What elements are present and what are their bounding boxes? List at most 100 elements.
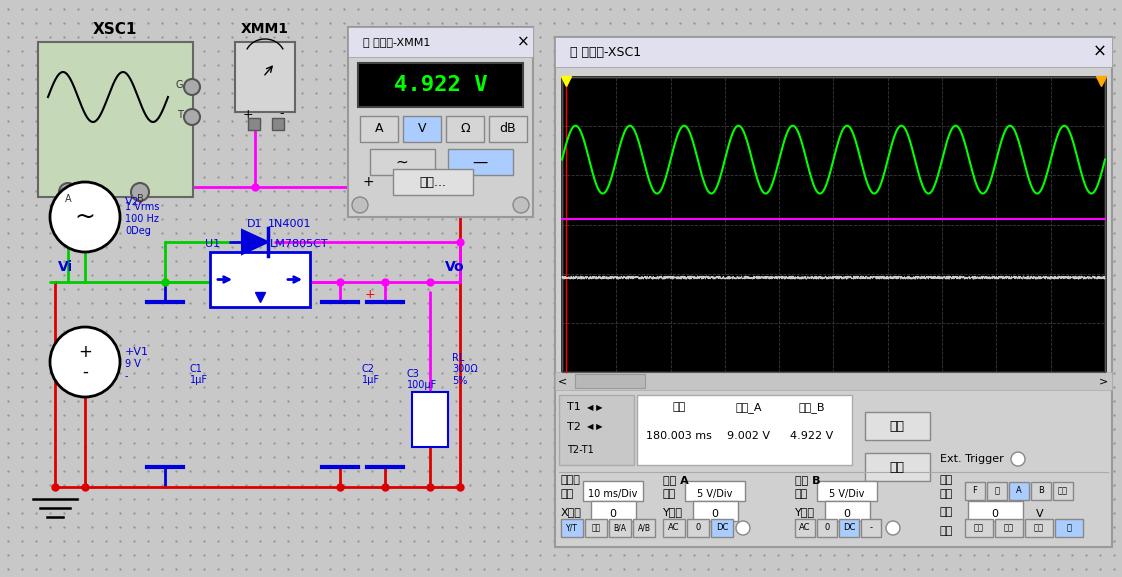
Text: +V1: +V1 — [125, 347, 149, 357]
Text: 5 V/Div: 5 V/Div — [697, 489, 733, 499]
Text: 时间: 时间 — [672, 402, 686, 413]
Circle shape — [736, 521, 749, 535]
Bar — [686, 481, 745, 501]
Text: 正弦: 正弦 — [974, 523, 984, 533]
Bar — [1055, 519, 1083, 537]
Bar — [861, 519, 881, 537]
Text: Vo: Vo — [445, 260, 465, 274]
Bar — [1031, 482, 1051, 500]
Text: 比例: 比例 — [561, 489, 574, 499]
Bar — [865, 412, 930, 440]
Bar — [234, 42, 295, 112]
Text: 10 ms/Div: 10 ms/Div — [588, 489, 637, 499]
Text: LM7805CT: LM7805CT — [270, 239, 329, 249]
Text: 1 Vrms
100 Hz
0Deg: 1 Vrms 100 Hz 0Deg — [125, 203, 159, 235]
Text: 🔧 示波器-XSC1: 🔧 示波器-XSC1 — [570, 46, 641, 58]
Bar — [995, 519, 1023, 537]
Text: -: - — [82, 363, 88, 381]
Text: 保存: 保存 — [890, 460, 904, 474]
Bar — [562, 77, 1105, 372]
Bar — [1054, 482, 1073, 500]
Text: 5 V/Div: 5 V/Div — [829, 489, 865, 499]
Bar — [489, 116, 527, 142]
Text: 通道_B: 通道_B — [799, 402, 826, 413]
Text: 飞: 飞 — [994, 486, 1000, 495]
Text: F: F — [973, 486, 977, 495]
Text: X位置: X位置 — [561, 507, 582, 518]
Text: ×: × — [516, 35, 530, 50]
Text: D1: D1 — [247, 219, 263, 229]
Text: Y位置: Y位置 — [795, 507, 815, 518]
Bar — [393, 169, 473, 195]
Circle shape — [1011, 452, 1026, 466]
Text: +: + — [242, 107, 254, 121]
Text: 0: 0 — [711, 509, 718, 519]
Text: 4.922 V: 4.922 V — [394, 75, 487, 95]
Bar — [574, 374, 645, 388]
Bar — [210, 252, 310, 307]
Text: 设置...: 设置... — [420, 175, 447, 189]
Bar — [968, 501, 1023, 521]
Text: -: - — [279, 107, 284, 121]
Text: G: G — [175, 80, 183, 90]
Text: 0: 0 — [609, 509, 616, 519]
Bar — [865, 453, 930, 481]
Bar — [987, 482, 1008, 500]
Text: ◀ ▶: ◀ ▶ — [587, 403, 603, 412]
Text: 边沿: 边沿 — [940, 489, 954, 499]
Text: -: - — [870, 523, 873, 533]
Text: ~: ~ — [396, 155, 408, 170]
Bar — [825, 501, 870, 521]
Bar — [687, 519, 709, 537]
Bar — [360, 116, 398, 142]
Bar — [348, 27, 533, 217]
Bar — [555, 37, 1112, 547]
Text: 反向: 反向 — [890, 419, 904, 433]
Text: A: A — [375, 122, 384, 136]
Text: 触发: 触发 — [940, 475, 954, 485]
Text: AC: AC — [669, 523, 680, 533]
Text: <: < — [559, 376, 568, 386]
Bar — [591, 501, 636, 521]
Text: 电平: 电平 — [940, 507, 954, 518]
Text: 无: 无 — [1067, 523, 1072, 533]
Text: 比例: 比例 — [663, 489, 677, 499]
Text: T2: T2 — [567, 422, 581, 432]
Bar — [412, 392, 448, 447]
Text: 标准: 标准 — [1004, 523, 1014, 533]
Circle shape — [513, 197, 528, 213]
Text: 通道 B: 通道 B — [795, 475, 820, 485]
Text: —: — — [472, 155, 488, 170]
Text: 0: 0 — [844, 509, 850, 519]
Text: T1: T1 — [567, 402, 581, 413]
Bar — [1026, 519, 1054, 537]
Circle shape — [50, 182, 120, 252]
Circle shape — [59, 183, 77, 201]
Text: 0: 0 — [825, 523, 829, 533]
Bar — [817, 481, 877, 501]
Text: Ω: Ω — [460, 122, 470, 136]
Text: C2
1μF: C2 1μF — [362, 364, 380, 385]
Text: 时间轴: 时间轴 — [561, 475, 581, 485]
Bar — [965, 482, 985, 500]
Text: XMM1: XMM1 — [241, 22, 289, 36]
Text: A: A — [65, 194, 72, 204]
Text: 🔧 万用表-XMM1: 🔧 万用表-XMM1 — [364, 37, 431, 47]
Bar — [839, 519, 859, 537]
Text: ◀ ▶: ◀ ▶ — [587, 422, 603, 431]
Circle shape — [184, 79, 200, 95]
Bar — [561, 519, 583, 537]
Text: Ext. Trigger: Ext. Trigger — [940, 454, 1004, 464]
Text: RL
300Ω
5%: RL 300Ω 5% — [452, 353, 478, 386]
Text: T: T — [177, 110, 183, 120]
Bar — [817, 519, 837, 537]
Bar — [447, 116, 484, 142]
Bar — [370, 149, 435, 175]
Circle shape — [184, 109, 200, 125]
Text: +: + — [365, 287, 376, 301]
Text: ~: ~ — [74, 205, 95, 229]
Bar — [272, 118, 284, 130]
Text: DC: DC — [843, 523, 855, 533]
Text: C1
1μF: C1 1μF — [190, 364, 208, 385]
Bar — [248, 118, 260, 130]
